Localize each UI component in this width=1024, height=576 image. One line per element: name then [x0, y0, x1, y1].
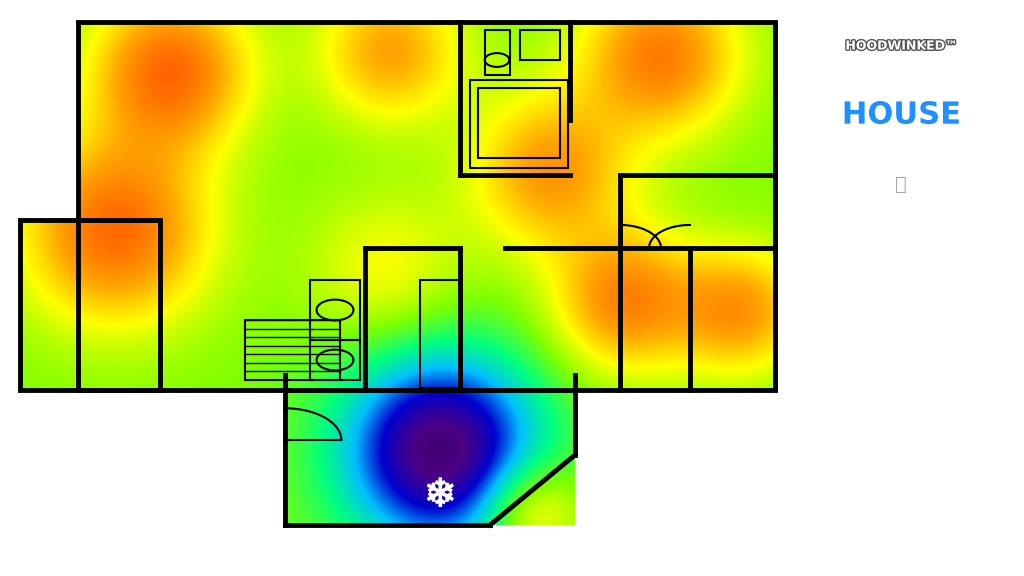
Text: HOUSE: HOUSE: [842, 101, 961, 130]
Bar: [520, 30, 560, 60]
Text: 👑: 👑: [895, 175, 907, 194]
Bar: [310, 340, 360, 380]
Bar: [420, 280, 460, 388]
Bar: [245, 320, 340, 380]
Text: ❄: ❄: [424, 476, 457, 514]
Bar: [78, 22, 775, 390]
Bar: [485, 30, 510, 75]
Bar: [20, 220, 160, 390]
Bar: [310, 280, 360, 340]
Bar: [478, 88, 560, 158]
Bar: [470, 80, 568, 168]
Text: HOODWINKED™: HOODWINKED™: [846, 40, 956, 52]
